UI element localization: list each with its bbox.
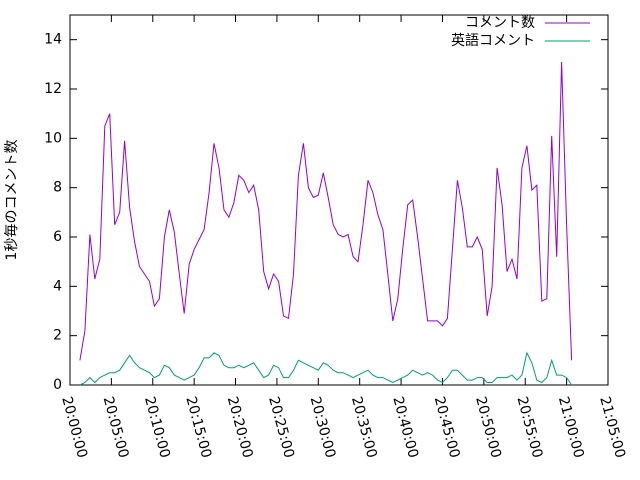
x-tick-label: 21:05:00 xyxy=(596,395,628,460)
y-tick-label: 12 xyxy=(44,81,62,97)
y-tick-label: 4 xyxy=(53,278,62,294)
x-tick-label: 20:05:00 xyxy=(100,395,132,460)
x-tick-label: 20:30:00 xyxy=(307,395,339,460)
x-tick-label: 20:20:00 xyxy=(224,395,256,460)
x-tick-label: 20:45:00 xyxy=(431,395,463,460)
y-tick-label: 0 xyxy=(53,377,62,393)
y-tick-label: 6 xyxy=(53,229,62,245)
x-tick-label: 20:00:00 xyxy=(58,395,90,460)
x-tick-label: 20:40:00 xyxy=(389,395,421,460)
legend-label: 英語コメント xyxy=(451,32,535,49)
y-tick-label: 10 xyxy=(44,130,62,146)
plot-border xyxy=(69,14,609,386)
y-tick-label: 2 xyxy=(53,328,62,344)
x-tick-label: 20:15:00 xyxy=(182,395,214,460)
x-tick-label: 20:55:00 xyxy=(514,395,546,460)
x-tick-label: 20:50:00 xyxy=(472,395,504,460)
x-tick-label: 20:25:00 xyxy=(265,395,297,460)
x-tick-label: 20:35:00 xyxy=(348,395,380,460)
y-tick-label: 8 xyxy=(53,180,62,196)
y-axis-label: 1秒毎のコメント数 xyxy=(4,140,20,261)
y-tick-label: 14 xyxy=(44,32,62,48)
legend-label: コメント数 xyxy=(465,15,535,31)
x-tick-label: 21:00:00 xyxy=(555,395,587,460)
series-line xyxy=(79,61,573,361)
series-line xyxy=(79,351,573,386)
x-tick-label: 20:10:00 xyxy=(141,395,173,460)
